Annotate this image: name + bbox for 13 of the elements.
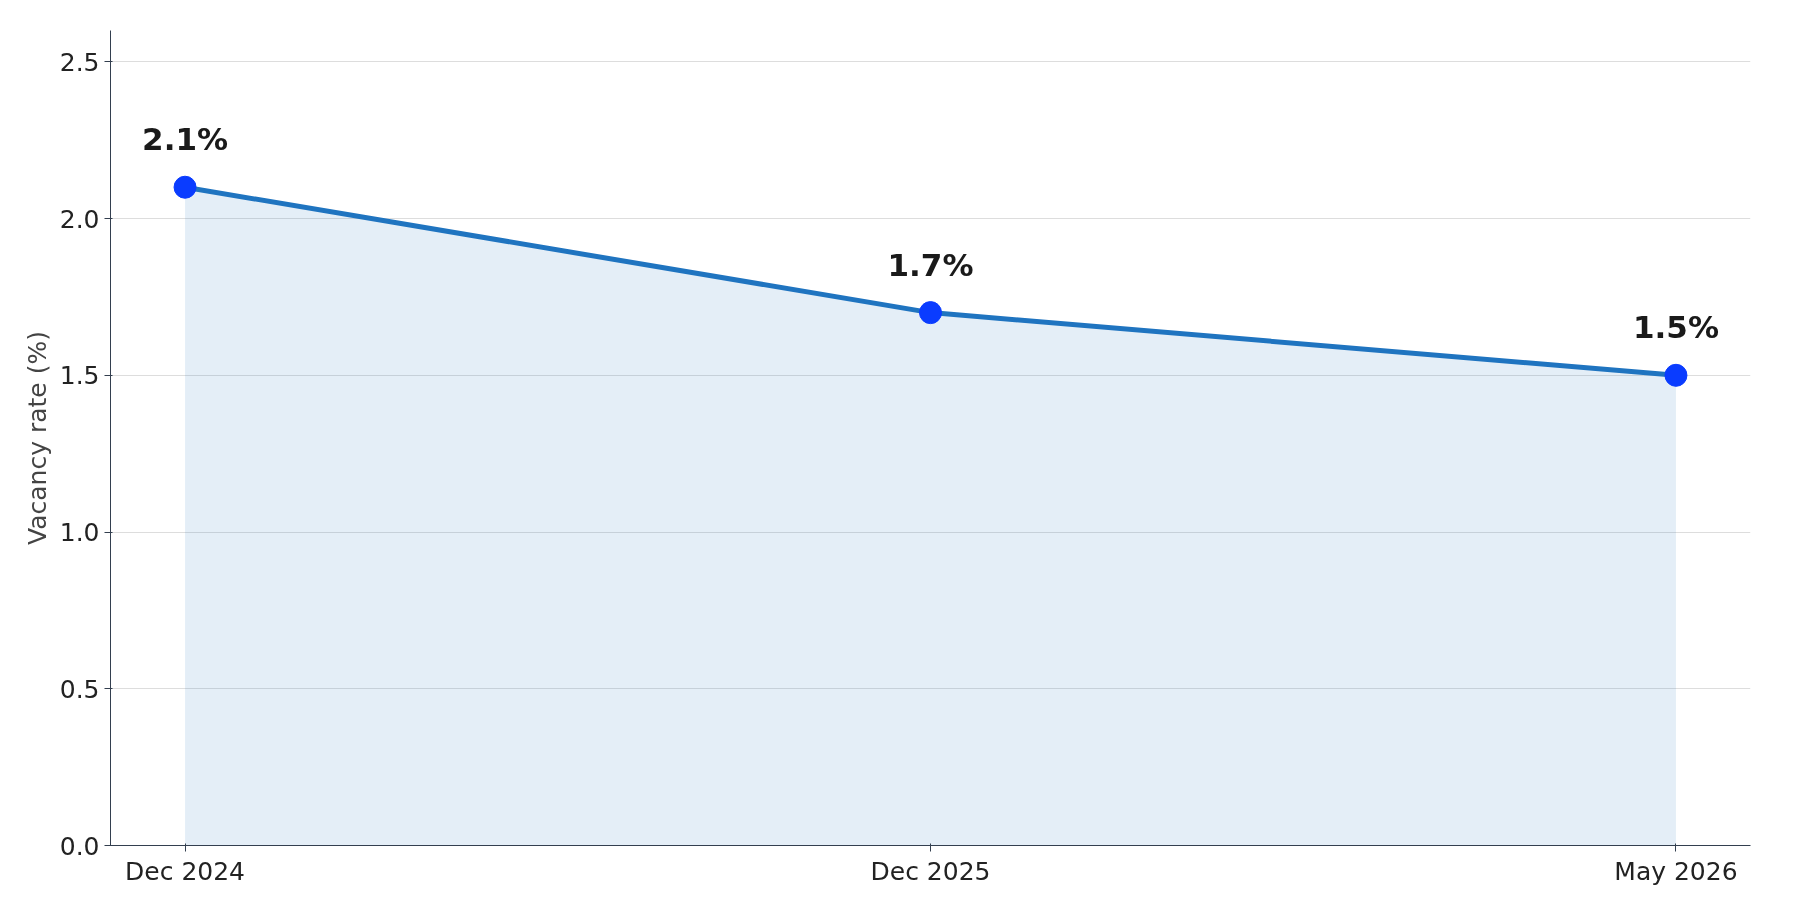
data-label: 1.7% <box>887 246 974 283</box>
y-tick-label: 2.5 <box>59 47 100 77</box>
y-tick-label: 1.0 <box>59 518 100 548</box>
x-tick-label: Dec 2025 <box>870 856 991 886</box>
data-label: 2.1% <box>142 121 229 158</box>
x-tick-label: May 2026 <box>1614 856 1738 886</box>
y-tick-label: 1.5 <box>59 361 100 391</box>
y-axis-title: Vacancy rate (%) <box>22 331 52 545</box>
y-tick-label: 0.0 <box>59 831 100 861</box>
x-tick-label: Dec 2024 <box>125 856 246 886</box>
y-tick-label: 2.0 <box>59 204 100 234</box>
y-tick-label: 0.5 <box>59 674 100 704</box>
data-label: 1.5% <box>1632 309 1719 346</box>
